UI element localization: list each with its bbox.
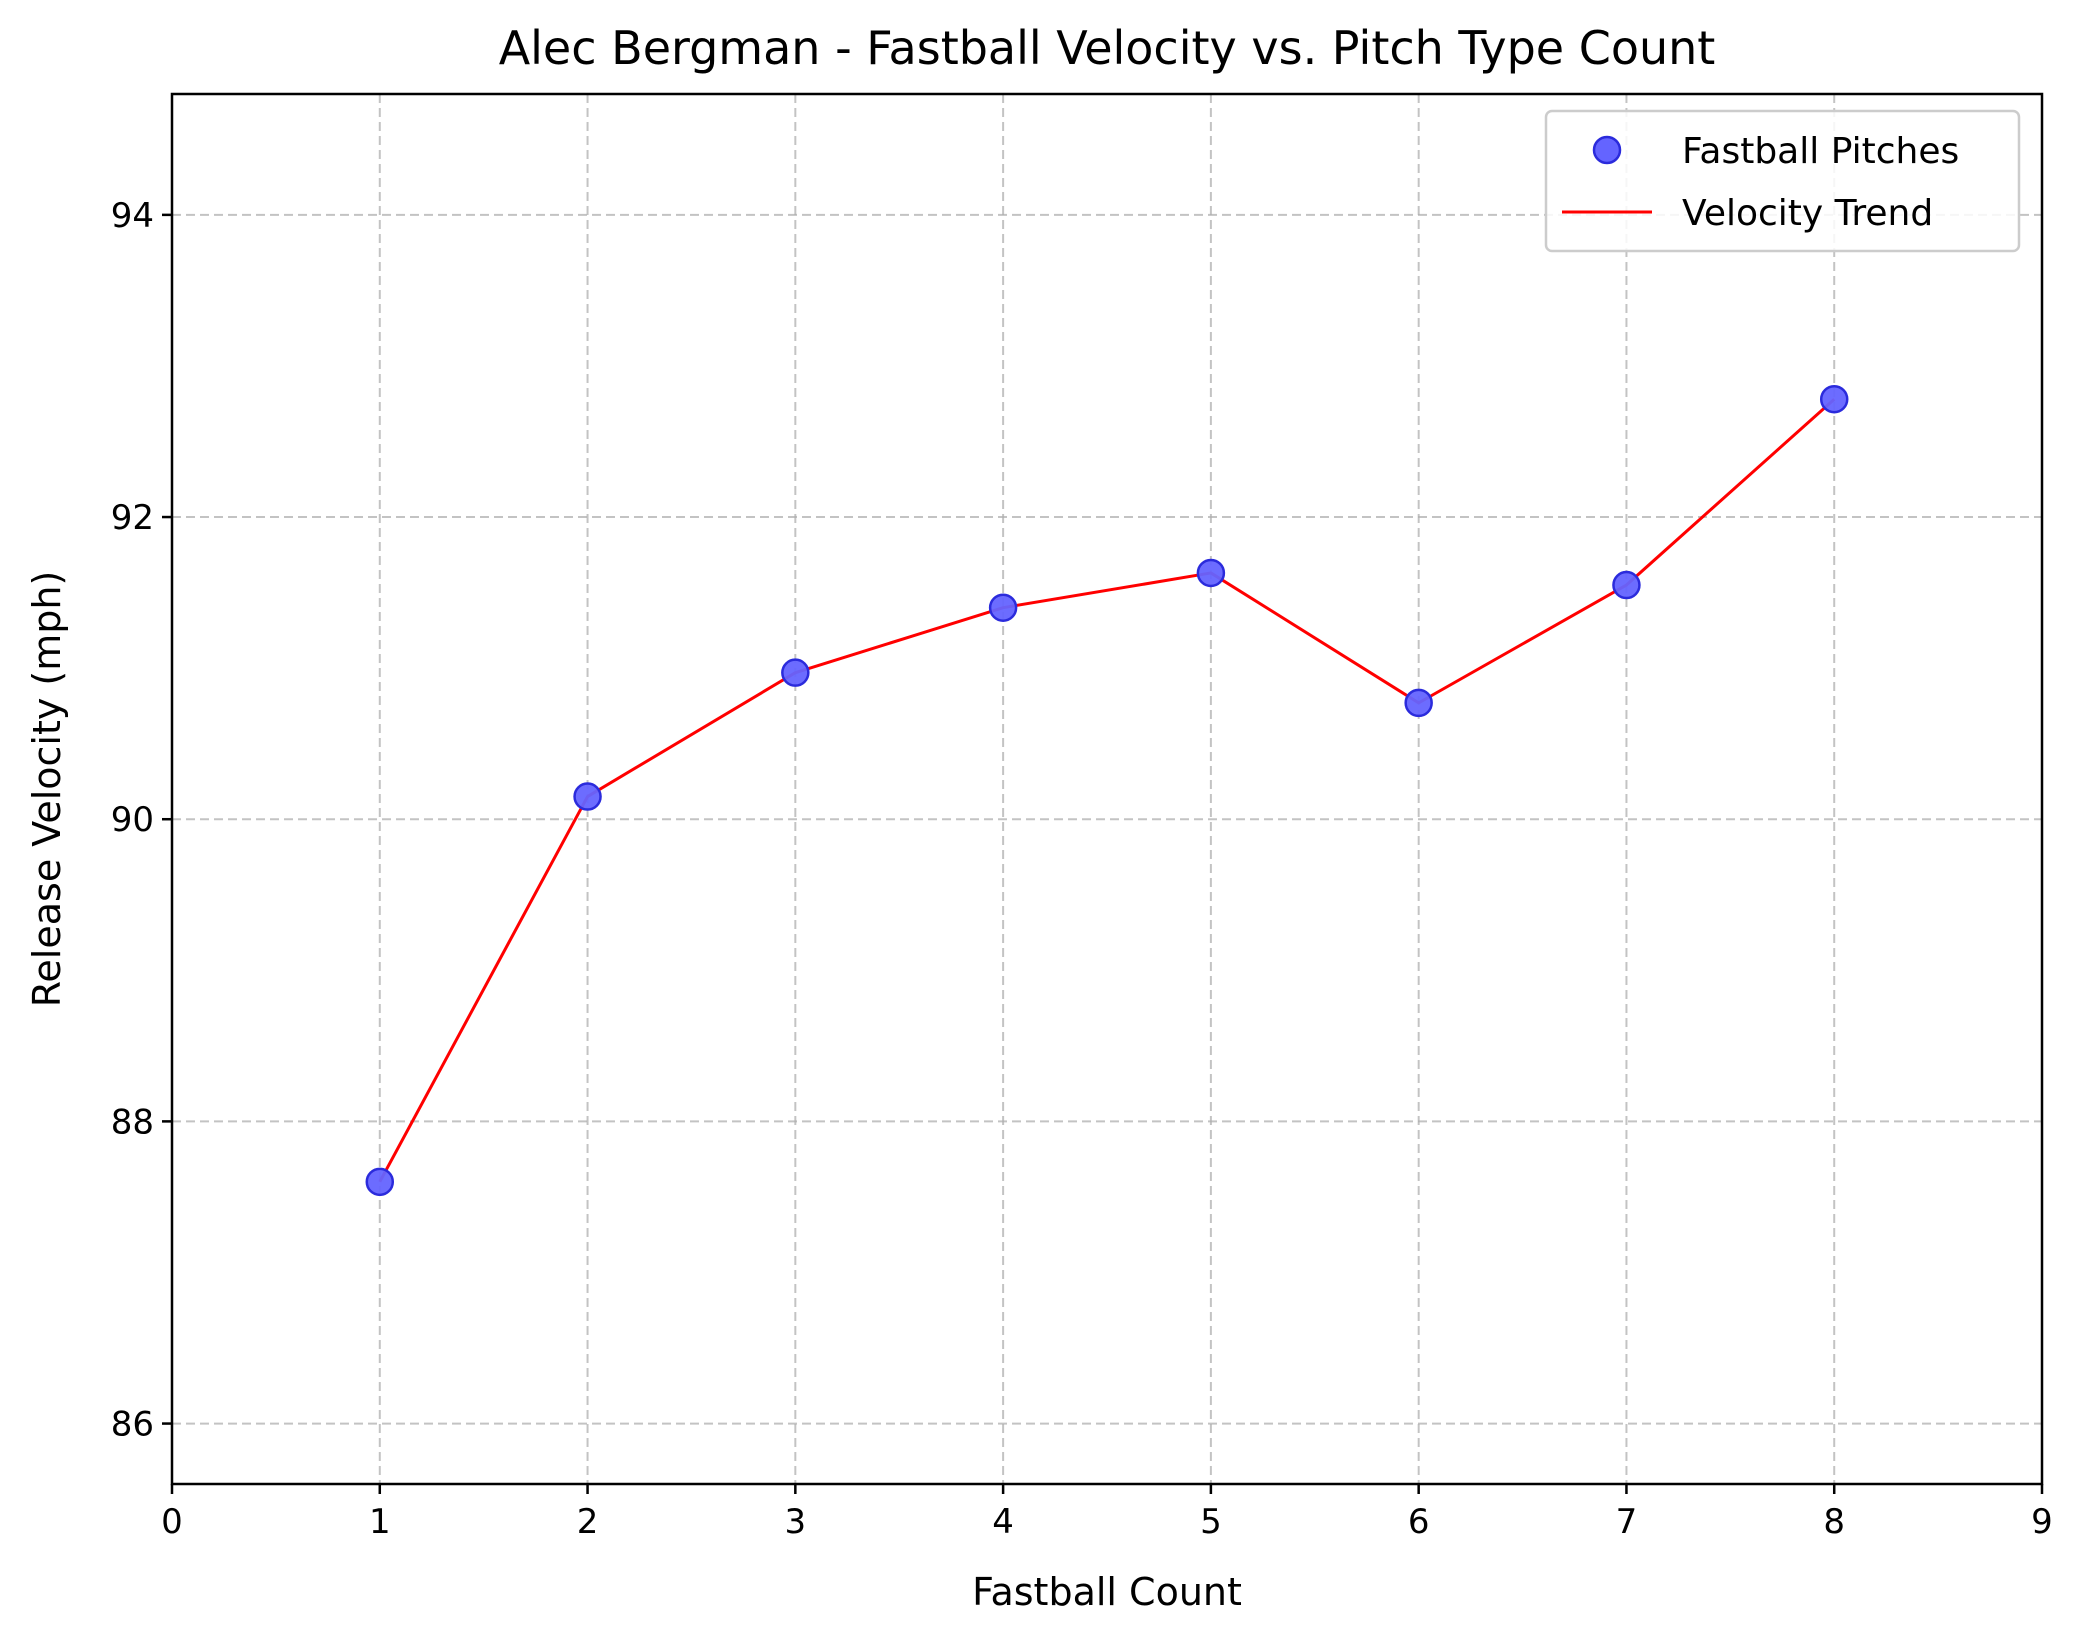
x-tick-label: 2 <box>577 1502 599 1542</box>
x-tick-label: 3 <box>785 1502 807 1542</box>
x-tick-label: 8 <box>1823 1502 1845 1542</box>
x-tick-label: 6 <box>1408 1502 1430 1542</box>
x-tick-label: 0 <box>161 1502 183 1542</box>
y-tick-label: 88 <box>111 1102 154 1142</box>
fastball-pitch-point <box>1196 558 1226 588</box>
x-tick-label: 5 <box>1200 1502 1222 1542</box>
legend-label-fastball-pitches: Fastball Pitches <box>1682 131 1959 172</box>
fastball-pitch-point <box>573 782 602 811</box>
y-tick-label: 94 <box>111 196 154 236</box>
fastball-pitch-point <box>988 593 1018 622</box>
x-axis-label: Fastball Count <box>972 1570 1242 1614</box>
x-tick-label: 7 <box>1616 1502 1638 1542</box>
plot-frame <box>170 92 2044 1486</box>
legend: Fastball Pitches Velocity Trend <box>1544 109 2021 253</box>
legend-box <box>1544 109 2021 253</box>
x-axis-ticks: 0 1 2 3 4 5 6 7 8 9 <box>161 1484 2053 1542</box>
trend-line-layer <box>378 398 1836 1183</box>
y-tick-label: 86 <box>111 1405 154 1445</box>
y-tick-label: 92 <box>111 498 154 538</box>
x-tick-label: 4 <box>992 1502 1014 1542</box>
y-tick-label: 90 <box>111 800 154 840</box>
fastball-pitch-point <box>781 658 810 687</box>
legend-label-velocity-trend: Velocity Trend <box>1682 193 1933 234</box>
y-axis-label: Release Velocity (mph) <box>25 571 69 1008</box>
y-axis-ticks: 86 88 90 92 94 <box>111 196 172 1445</box>
chart-title: Alec Bergman - Fastball Velocity vs. Pit… <box>499 21 1716 75</box>
velocity-trend-line <box>378 398 1836 1183</box>
fastball-pitch-point <box>1612 570 1641 600</box>
x-tick-label: 9 <box>2031 1502 2053 1542</box>
grid <box>172 94 2042 1484</box>
x-tick-label: 1 <box>369 1502 391 1542</box>
legend-marker-fastball-pitches <box>1592 135 1622 165</box>
fastball-pitch-point <box>1404 688 1433 718</box>
scatter-points <box>365 384 1849 1197</box>
fastball-pitch-point <box>1819 384 1849 414</box>
fastball-pitch-point <box>365 1167 395 1197</box>
